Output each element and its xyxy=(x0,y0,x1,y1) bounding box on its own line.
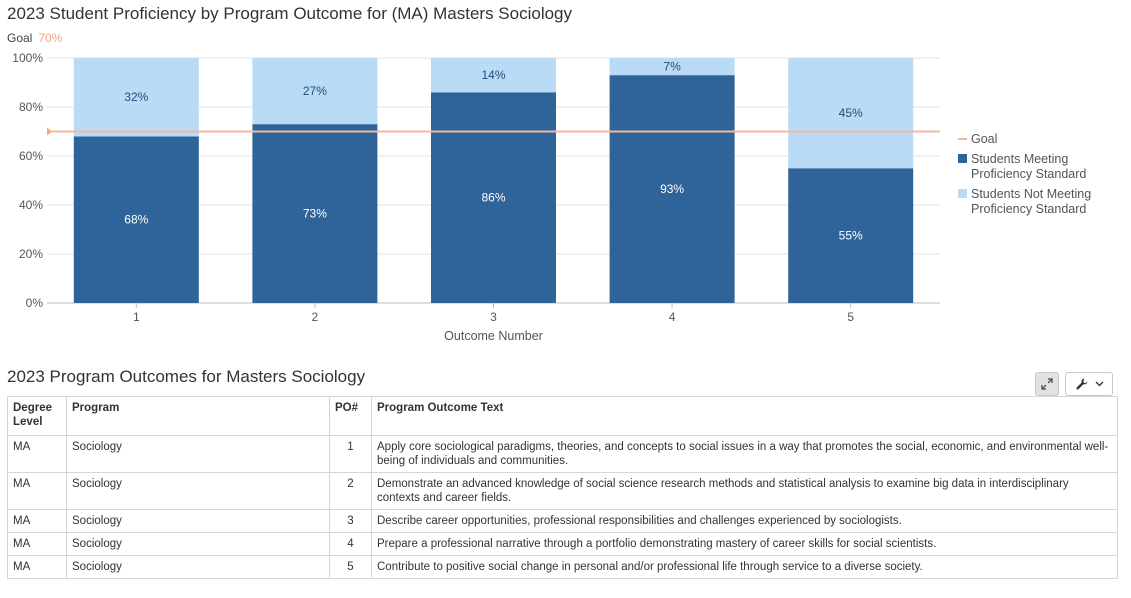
goal-label: Goal 70% xyxy=(7,31,62,45)
data-label: 27% xyxy=(303,84,327,98)
chart-axes: 0% 20% 40% 60% 80% 100% 1 2 3 4 5 Outcome Number xyxy=(12,51,854,343)
y-tick-label: 100% xyxy=(12,51,43,65)
outcomes-table: Degree Level Program PO# Program Outcome… xyxy=(7,396,1118,579)
bar-meeting-standard xyxy=(430,92,557,303)
bar-not-meeting-standard xyxy=(73,58,199,137)
bar-meeting-standard xyxy=(252,124,378,304)
chart-title: 2023 Student Proficiency by Program Outc… xyxy=(7,4,573,23)
x-tick-label: 1 xyxy=(133,310,140,324)
table-header-row: Degree Level Program PO# Program Outcome… xyxy=(7,396,1118,436)
cell-po-number: 2 xyxy=(329,472,372,510)
cell-degree-level: MA xyxy=(7,532,67,556)
cell-outcome-text: Contribute to positive social change in … xyxy=(371,555,1118,579)
bar-not-meeting-standard xyxy=(430,58,557,93)
table-title: 2023 Program Outcomes for Masters Sociol… xyxy=(7,367,366,386)
data-label: 73% xyxy=(303,207,327,221)
cell-po-number: 4 xyxy=(329,532,372,556)
cell-program: Sociology xyxy=(66,472,330,510)
bar-not-meeting-standard xyxy=(788,58,914,169)
cell-outcome-text: Apply core sociological paradigms, theor… xyxy=(371,435,1118,473)
bar-not-meeting-standard xyxy=(609,58,735,76)
cell-degree-level: MA xyxy=(7,472,67,510)
data-label: 86% xyxy=(481,191,505,205)
bar-meeting-standard xyxy=(609,75,735,304)
chevron-down-icon xyxy=(1095,381,1103,387)
y-tick-label: 40% xyxy=(19,198,43,212)
cell-outcome-text: Demonstrate an advanced knowledge of soc… xyxy=(371,472,1118,510)
x-tick-label: 5 xyxy=(847,310,854,324)
cell-outcome-text: Prepare a professional narrative through… xyxy=(371,532,1118,556)
bar-meeting-standard xyxy=(73,136,199,303)
goal-value: 70% xyxy=(38,31,63,45)
data-label: 68% xyxy=(124,213,148,227)
data-label: 14% xyxy=(481,68,505,82)
x-axis-title: Outcome Number xyxy=(444,329,543,343)
cell-program: Sociology xyxy=(66,555,330,579)
cell-po-number: 3 xyxy=(329,509,372,533)
expand-icon xyxy=(1041,378,1053,390)
cell-degree-level: MA xyxy=(7,555,67,579)
y-tick-label: 0% xyxy=(26,296,44,310)
cell-program: Sociology xyxy=(66,435,330,473)
cell-po-number: 1 xyxy=(329,435,372,473)
cell-degree-level: MA xyxy=(7,509,67,533)
header-program[interactable]: Program xyxy=(66,396,330,436)
x-tick-label: 3 xyxy=(490,310,497,324)
chart-data-labels: 68% 32% 73% 27% 86% 14% 93% 7% 55% 45% xyxy=(124,60,863,243)
wrench-icon xyxy=(1075,378,1087,390)
header-outcome-text[interactable]: Program Outcome Text xyxy=(371,396,1118,436)
data-label: 55% xyxy=(839,229,863,243)
goal-text: Goal xyxy=(7,31,33,45)
data-label: 93% xyxy=(660,182,684,196)
cell-program: Sociology xyxy=(66,532,330,556)
legend-label: Students Not Meeting xyxy=(971,187,1091,201)
cell-degree-level: MA xyxy=(7,435,67,473)
bar-not-meeting-standard xyxy=(252,58,378,125)
bar-meeting-standard xyxy=(788,168,914,303)
header-degree-level[interactable]: Degree Level xyxy=(7,396,67,436)
table-row: MA Sociology 1 Apply core sociological para… xyxy=(7,435,1118,473)
legend-label: Proficiency Standard xyxy=(971,202,1086,216)
goal-marker-icon xyxy=(47,127,52,136)
table-row: MA Sociology 4 Prepare a professional narra… xyxy=(7,532,1118,556)
legend-label: Students Meeting xyxy=(971,152,1068,166)
header-po-number[interactable]: PO# xyxy=(329,396,372,436)
y-tick-label: 60% xyxy=(19,149,43,163)
x-tick-label: 4 xyxy=(669,310,676,324)
x-tick-label: 2 xyxy=(312,310,319,324)
table-row: MA Sociology 5 Contribute to positive socia… xyxy=(7,555,1118,579)
legend-swatch-not-meeting xyxy=(958,189,967,198)
y-tick-label: 20% xyxy=(19,247,43,261)
cell-po-number: 5 xyxy=(329,555,372,579)
data-label: 45% xyxy=(839,106,863,120)
data-label: 32% xyxy=(124,90,148,104)
data-label: 7% xyxy=(663,60,681,74)
cell-program: Sociology xyxy=(66,509,330,533)
legend-label: Proficiency Standard xyxy=(971,167,1086,181)
table-row: MA Sociology 3 Describe career opportunitie… xyxy=(7,509,1118,533)
legend-swatch-meeting xyxy=(958,154,967,163)
y-tick-label: 80% xyxy=(19,100,43,114)
proficiency-chart: 68% 32% 73% 27% 86% 14% 93% 7% 55% 45% 0% 20% 40% 60… xyxy=(12,51,1091,343)
table-row: MA Sociology 2 Demonstrate an advanced know… xyxy=(7,472,1118,510)
table-toolbar xyxy=(1035,372,1113,396)
chart-goal-line xyxy=(47,127,940,136)
legend-label: Goal xyxy=(971,132,997,146)
cell-outcome-text: Describe career opportunities, professio… xyxy=(371,509,1118,533)
settings-menu-button[interactable] xyxy=(1065,372,1113,396)
expand-button[interactable] xyxy=(1035,372,1059,396)
chart-bars xyxy=(73,58,914,304)
